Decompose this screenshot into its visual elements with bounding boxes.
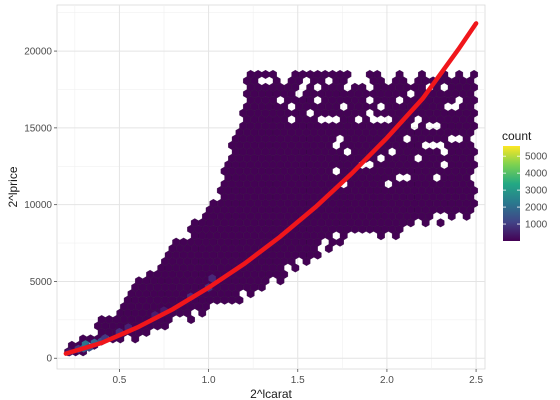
x-tick-label: 2.0 — [380, 375, 394, 386]
hex-bin — [455, 69, 464, 79]
x-tick-label: 0.5 — [112, 375, 126, 386]
y-tick-label: 15000 — [24, 123, 52, 134]
y-tick-label: 5000 — [30, 277, 53, 288]
legend-title: count — [502, 129, 532, 143]
hex-bin — [418, 69, 426, 79]
legend-label: 3000 — [525, 186, 548, 197]
y-tick-label: 20000 — [24, 47, 52, 58]
legend-label: 4000 — [525, 169, 548, 180]
legend-colorbar — [503, 146, 520, 241]
hex-bin — [395, 69, 404, 79]
legend-label: 2000 — [525, 203, 548, 214]
hex-bin — [470, 69, 478, 79]
fit-curve — [63, 21, 479, 356]
legend-ticks: 1000 2000 3000 4000 5000 — [503, 152, 548, 231]
x-axis-ticks: 0.5 1.0 1.5 2.0 2.5 — [112, 369, 483, 386]
x-tick-label: 2.5 — [469, 375, 483, 386]
y-axis-ticks: 0 5000 10000 15000 20000 — [24, 47, 57, 365]
y-tick-label: 10000 — [24, 200, 52, 211]
x-axis-title: 2^lcarat — [250, 387, 292, 400]
hex-bin — [432, 147, 441, 157]
hex-bin — [269, 69, 277, 79]
hex-bin — [373, 69, 382, 79]
hex-bin — [436, 218, 445, 228]
legend-label: 5000 — [525, 152, 548, 163]
legend: count 1000 2000 3000 4000 5000 — [502, 129, 548, 241]
y-axis-title: 2^lprice — [6, 166, 20, 207]
legend-label: 1000 — [525, 220, 548, 231]
hex-bin — [343, 69, 352, 79]
hex-bin-dense — [208, 274, 216, 283]
y-tick-label: 0 — [46, 354, 52, 365]
x-tick-label: 1.5 — [291, 375, 305, 386]
x-tick-label: 1.0 — [202, 375, 216, 386]
hex-bin — [358, 82, 367, 92]
